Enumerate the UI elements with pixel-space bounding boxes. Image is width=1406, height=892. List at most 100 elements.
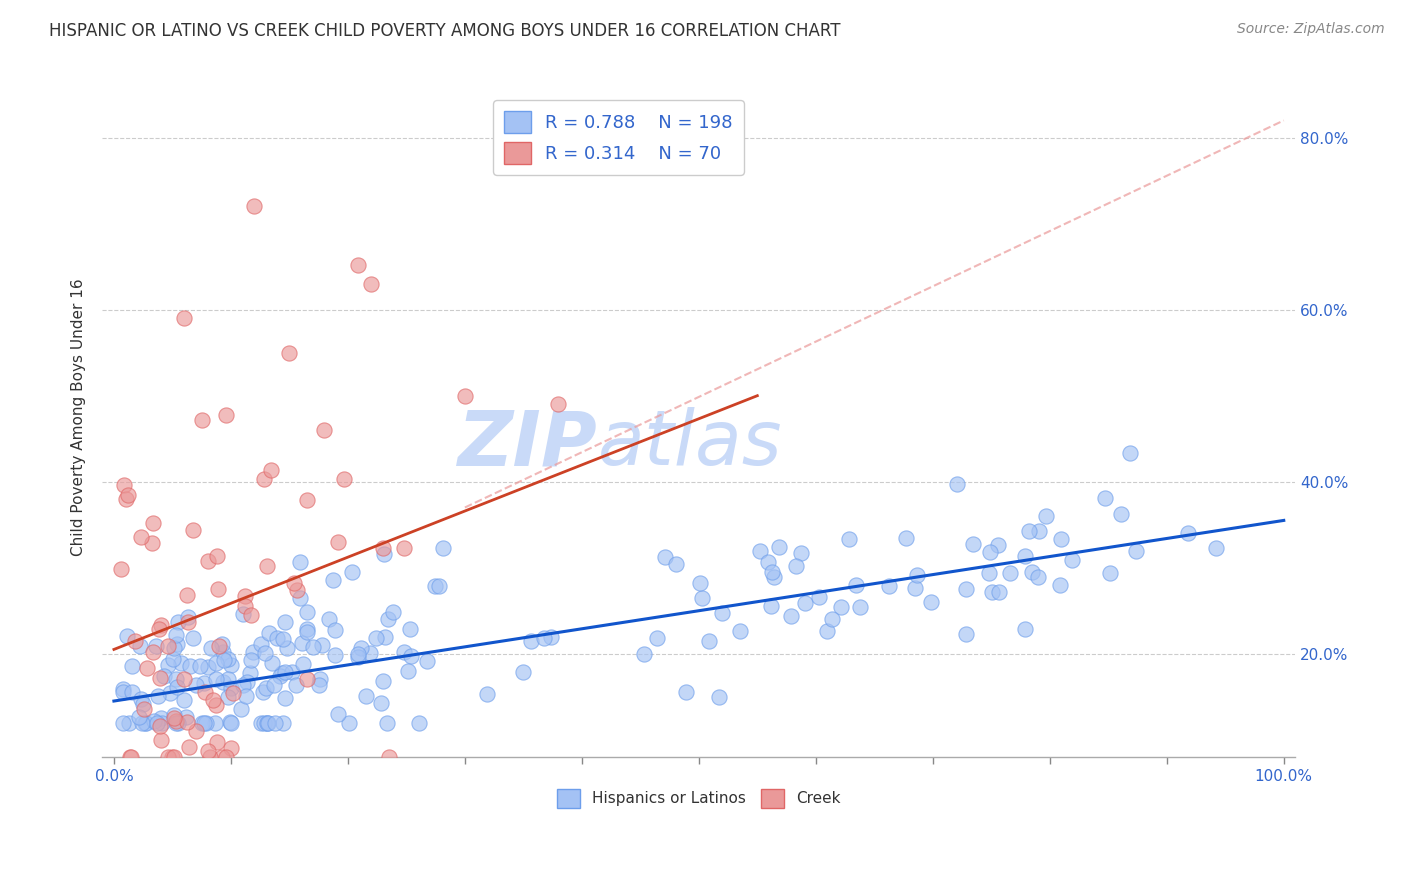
- Point: [981, 585, 1004, 599]
- Point: [269, 668, 291, 682]
- Point: [117, 488, 139, 502]
- Point: [129, 691, 152, 706]
- Point: [371, 674, 394, 689]
- Point: [165, 672, 187, 686]
- Point: [184, 724, 207, 739]
- Point: [205, 656, 228, 670]
- Point: [184, 677, 207, 691]
- Point: [114, 491, 136, 506]
- Point: [219, 681, 242, 695]
- Point: [283, 576, 305, 591]
- Point: [150, 715, 173, 730]
- Point: [311, 638, 333, 652]
- Point: [211, 750, 233, 764]
- Point: [198, 750, 221, 764]
- Point: [1014, 622, 1036, 636]
- Point: [256, 715, 278, 730]
- Point: [276, 641, 298, 656]
- Point: [291, 635, 314, 649]
- Point: [162, 711, 184, 725]
- Point: [675, 685, 697, 699]
- Point: [221, 715, 243, 730]
- Point: [540, 630, 562, 644]
- Point: [188, 658, 211, 673]
- Point: [235, 689, 257, 703]
- Point: [1094, 491, 1116, 505]
- Point: [145, 639, 167, 653]
- Point: [204, 715, 226, 730]
- Text: Source: ZipAtlas.com: Source: ZipAtlas.com: [1237, 22, 1385, 37]
- Point: [271, 632, 294, 646]
- Point: [838, 532, 860, 546]
- Point: [112, 685, 135, 699]
- Point: [295, 622, 318, 636]
- Point: [148, 622, 170, 636]
- Point: [821, 611, 844, 625]
- Point: [260, 656, 283, 670]
- Point: [295, 672, 318, 686]
- Point: [1050, 532, 1073, 546]
- Point: [1028, 569, 1050, 583]
- Point: [149, 719, 172, 733]
- Point: [205, 698, 228, 713]
- Point: [263, 678, 285, 692]
- Point: [166, 637, 188, 651]
- Point: [794, 596, 817, 610]
- Point: [162, 750, 184, 764]
- Point: [162, 652, 184, 666]
- Point: [962, 537, 984, 551]
- Point: [710, 606, 733, 620]
- Point: [254, 646, 277, 660]
- Point: [136, 661, 159, 675]
- Point: [785, 559, 807, 574]
- Text: HISPANIC OR LATINO VS CREEK CHILD POVERTY AMONG BOYS UNDER 16 CORRELATION CHART: HISPANIC OR LATINO VS CREEK CHILD POVERT…: [49, 22, 841, 40]
- Point: [235, 599, 257, 613]
- Point: [749, 544, 772, 558]
- Point: [233, 589, 256, 603]
- Point: [1098, 566, 1121, 580]
- Point: [408, 715, 430, 730]
- Point: [375, 715, 398, 730]
- Point: [665, 557, 688, 571]
- Point: [366, 632, 388, 646]
- Point: [239, 608, 262, 623]
- Point: [242, 645, 264, 659]
- Point: [111, 682, 134, 697]
- Point: [174, 710, 197, 724]
- Point: [475, 687, 498, 701]
- Point: [176, 714, 198, 729]
- Point: [111, 715, 134, 730]
- Point: [120, 750, 142, 764]
- Point: [118, 715, 141, 730]
- Point: [377, 612, 399, 626]
- Point: [830, 599, 852, 614]
- Text: ZIP: ZIP: [458, 408, 598, 482]
- Point: [285, 583, 308, 598]
- Legend: Hispanics or Latinos, Creek: Hispanics or Latinos, Creek: [551, 783, 846, 814]
- Point: [222, 686, 245, 700]
- Point: [1205, 541, 1227, 555]
- Point: [979, 545, 1001, 559]
- Point: [215, 408, 238, 422]
- Point: [977, 566, 1000, 580]
- Point: [756, 555, 779, 569]
- Point: [266, 631, 288, 645]
- Point: [423, 579, 446, 593]
- Point: [205, 672, 228, 686]
- Point: [360, 277, 382, 291]
- Point: [157, 658, 180, 673]
- Point: [284, 678, 307, 692]
- Point: [295, 624, 318, 639]
- Point: [347, 647, 370, 661]
- Point: [142, 714, 165, 728]
- Point: [207, 582, 229, 596]
- Point: [392, 645, 415, 659]
- Point: [173, 311, 195, 326]
- Point: [987, 538, 1010, 552]
- Point: [955, 582, 977, 597]
- Point: [163, 640, 186, 655]
- Point: [314, 423, 336, 437]
- Point: [205, 735, 228, 749]
- Point: [274, 615, 297, 630]
- Point: [128, 639, 150, 653]
